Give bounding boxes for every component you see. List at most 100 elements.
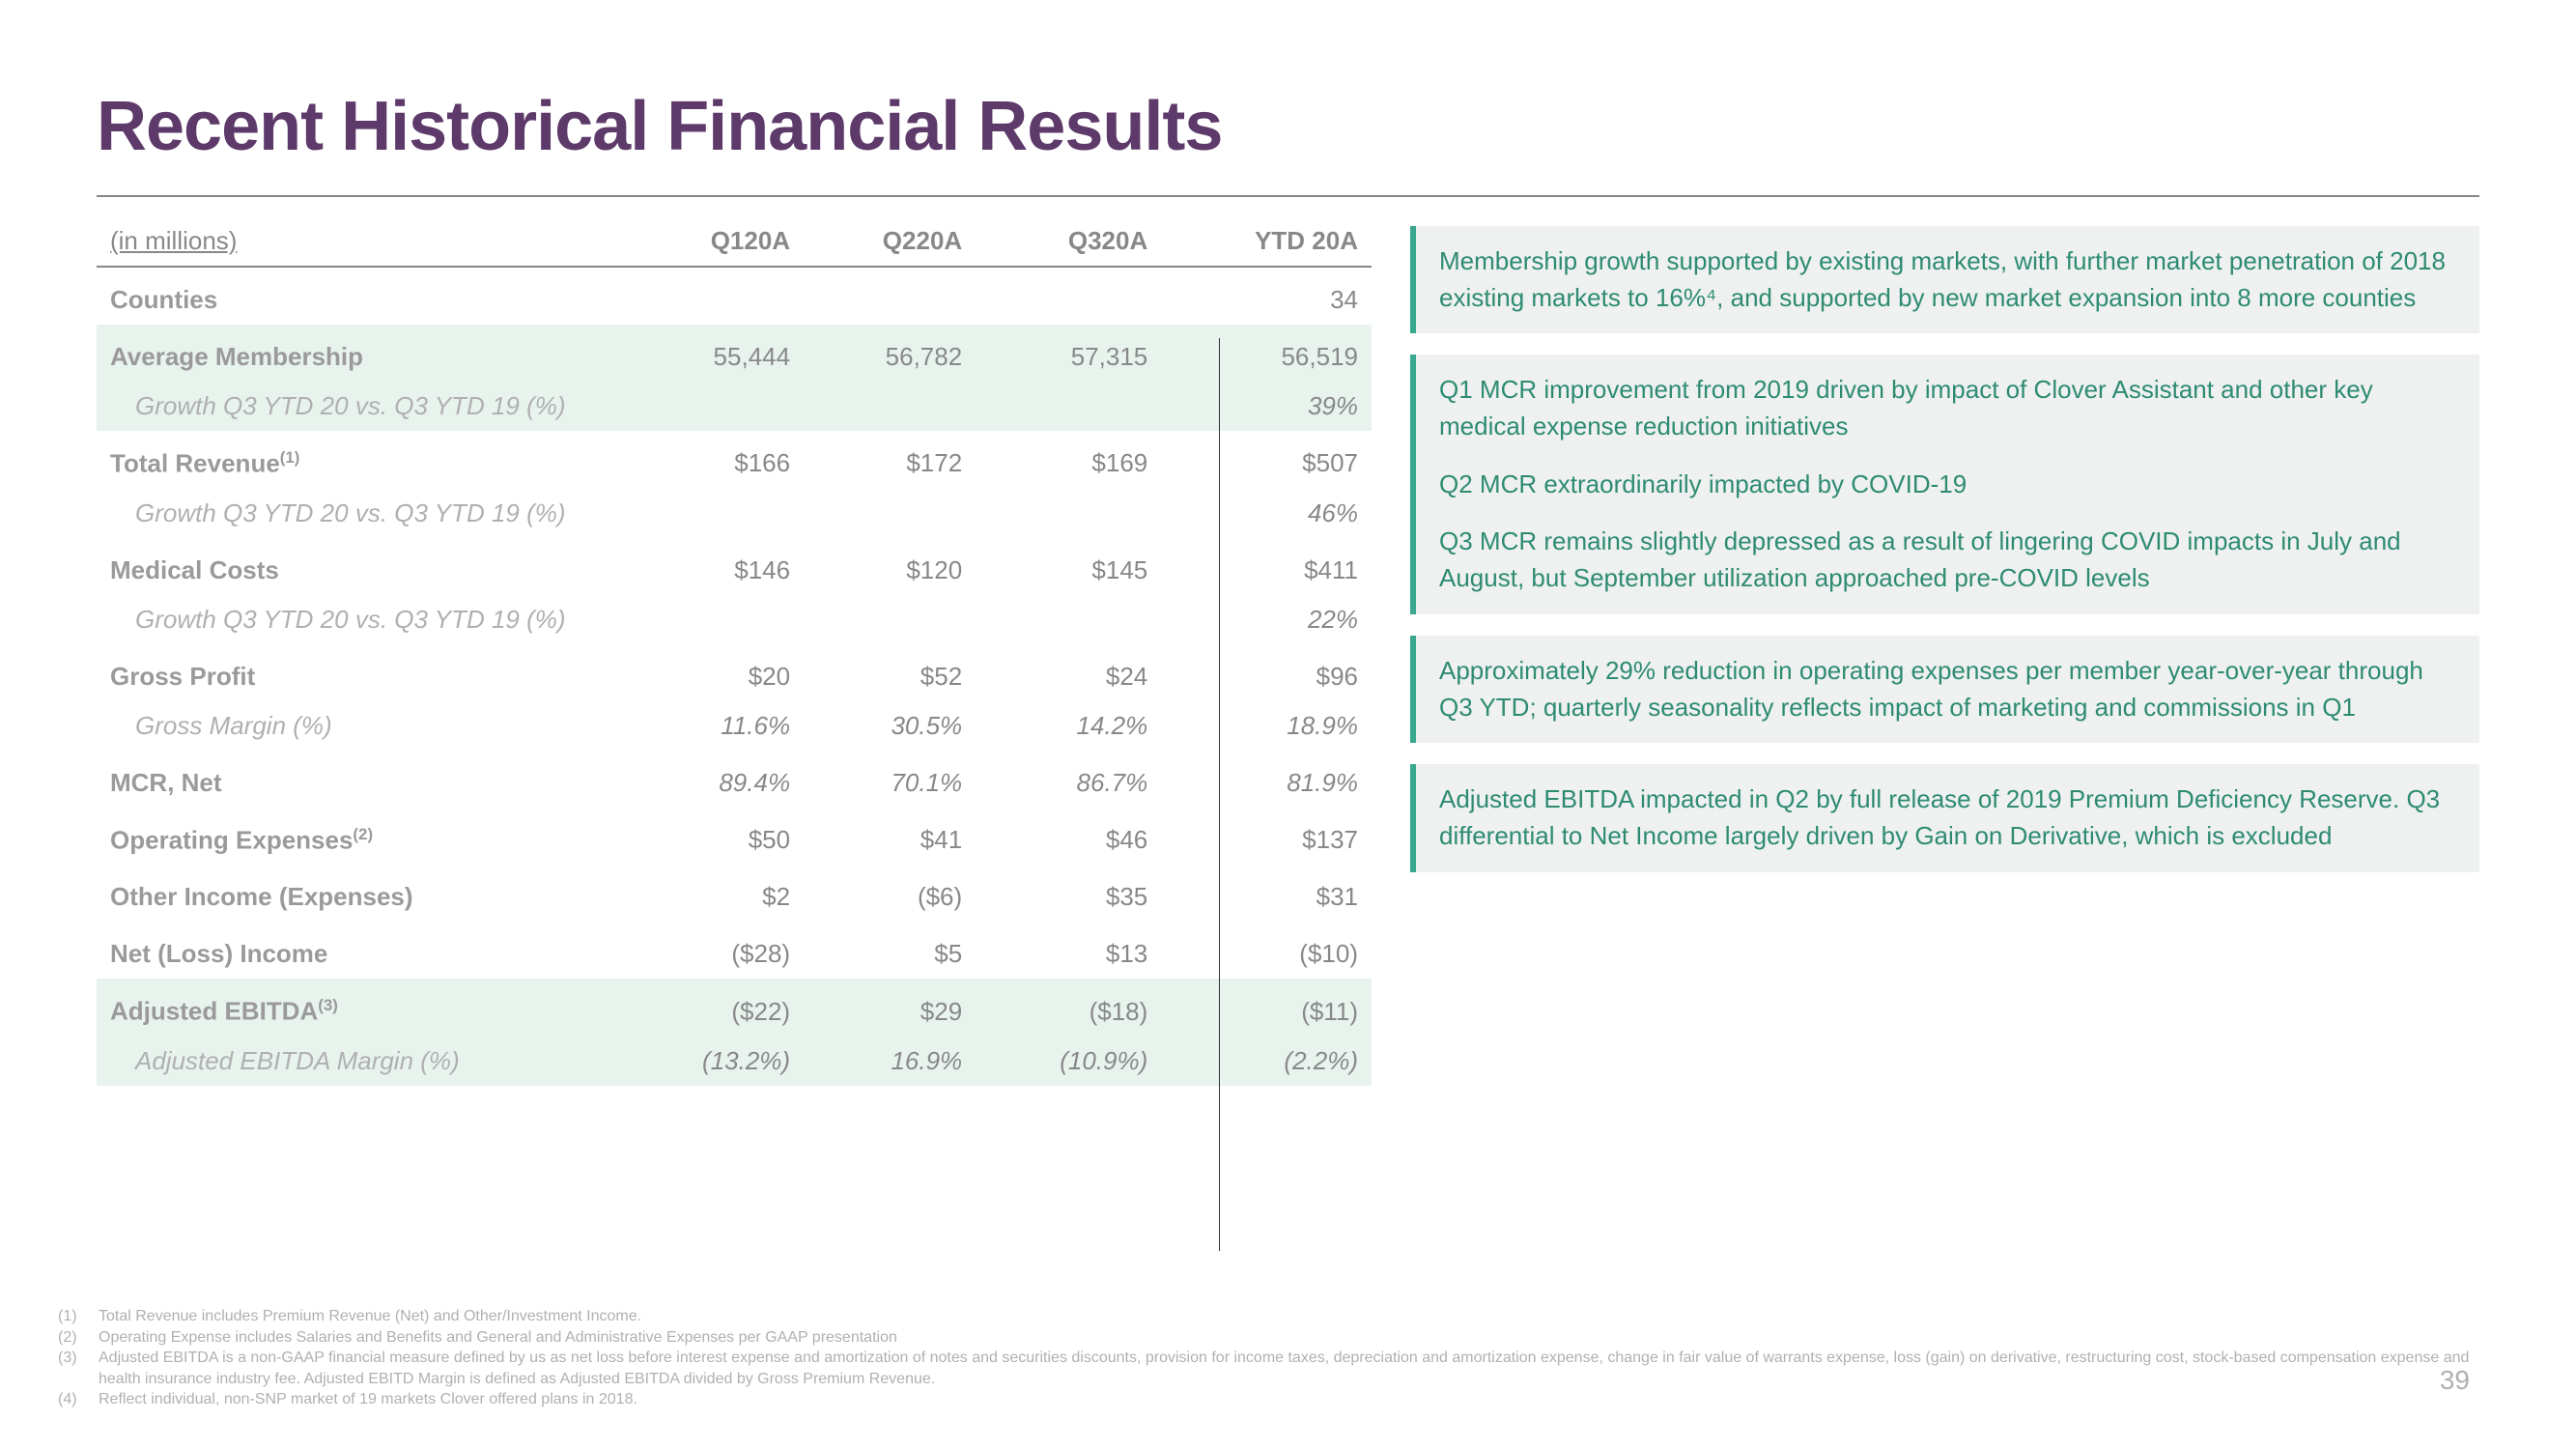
table-row: Medical Costs$146$120$145$411	[97, 538, 1372, 595]
cell: 18.9%	[1161, 701, 1372, 751]
row-label: Medical Costs	[97, 538, 618, 595]
cell: 57,315	[976, 325, 1161, 382]
cell: 86.7%	[976, 751, 1161, 808]
cell: $31	[1161, 865, 1372, 922]
cell	[976, 489, 1161, 538]
callout-paragraph: Q3 MCR remains slightly depressed as a r…	[1439, 524, 2456, 596]
cell: ($11)	[1161, 979, 1372, 1037]
cell: 34	[1161, 267, 1372, 325]
table-row: Growth Q3 YTD 20 vs. Q3 YTD 19 (%) 46%	[97, 489, 1372, 538]
cell: ($22)	[618, 979, 804, 1037]
row-label: Growth Q3 YTD 20 vs. Q3 YTD 19 (%)	[97, 489, 618, 538]
cell: ($10)	[1161, 922, 1372, 979]
row-label: Growth Q3 YTD 20 vs. Q3 YTD 19 (%)	[97, 382, 618, 431]
cell	[804, 489, 976, 538]
footnote-num: (2)	[58, 1327, 81, 1349]
footnote: (3) Adjusted EBITDA is a non-GAAP financi…	[58, 1348, 2479, 1389]
cell: 81.9%	[1161, 751, 1372, 808]
row-label: Operating Expenses(2)	[97, 808, 618, 866]
cell: $145	[976, 538, 1161, 595]
cell	[618, 382, 804, 431]
cell: $169	[976, 431, 1161, 489]
cell: 14.2%	[976, 701, 1161, 751]
col-ytd: YTD 20A	[1161, 216, 1372, 267]
page-title: Recent Historical Financial Results	[97, 87, 2479, 166]
footnotes: (1)Total Revenue includes Premium Revenu…	[58, 1306, 2479, 1410]
callout-opex: Approximately 29% reduction in operating…	[1410, 636, 2479, 743]
page-number: 39	[2440, 1365, 2470, 1396]
header-label: (in millions)	[97, 216, 618, 267]
cell	[976, 267, 1161, 325]
cell: $35	[976, 865, 1161, 922]
cell	[804, 595, 976, 644]
footnote: (1)Total Revenue includes Premium Revenu…	[58, 1306, 2479, 1327]
content-row: (in millions) Q120A Q220A Q320A YTD 20A …	[97, 216, 2479, 1086]
cell: $411	[1161, 538, 1372, 595]
col-q1: Q120A	[618, 216, 804, 267]
callout-ebitda: Adjusted EBITDA impacted in Q2 by full r…	[1410, 764, 2479, 871]
row-label: Other Income (Expenses)	[97, 865, 618, 922]
footnote-text: Reflect individual, non-SNP market of 19…	[99, 1389, 637, 1410]
table-row: Total Revenue(1)$166$172$169$507	[97, 431, 1372, 489]
callout-paragraph: Q1 MCR improvement from 2019 driven by i…	[1439, 372, 2456, 444]
col-q2: Q220A	[804, 216, 976, 267]
cell: 16.9%	[804, 1037, 976, 1086]
cell: $50	[618, 808, 804, 866]
footnote-num: (1)	[58, 1306, 81, 1327]
footnote: (4) Reflect individual, non-SNP market of…	[58, 1389, 2479, 1410]
col-q3: Q320A	[976, 216, 1161, 267]
cell: 55,444	[618, 325, 804, 382]
cell: 46%	[1161, 489, 1372, 538]
row-label: Net (Loss) Income	[97, 922, 618, 979]
callouts-panel: Membership growth supported by existing …	[1410, 216, 2479, 1086]
financial-table: (in millions) Q120A Q220A Q320A YTD 20A …	[97, 216, 1372, 1086]
footnote-num: (4)	[58, 1389, 81, 1410]
table-row: MCR, Net89.4%70.1%86.7%81.9%	[97, 751, 1372, 808]
table-header-row: (in millions) Q120A Q220A Q320A YTD 20A	[97, 216, 1372, 267]
cell: 56,782	[804, 325, 976, 382]
cell: 11.6%	[618, 701, 804, 751]
cell: $146	[618, 538, 804, 595]
callout-membership: Membership growth supported by existing …	[1410, 226, 2479, 333]
footnote-text: Adjusted EBITDA is a non-GAAP financial …	[99, 1348, 2479, 1389]
cell: 30.5%	[804, 701, 976, 751]
cell: 89.4%	[618, 751, 804, 808]
cell: $172	[804, 431, 976, 489]
row-label: MCR, Net	[97, 751, 618, 808]
table-row: Net (Loss) Income($28)$5$13($10)	[97, 922, 1372, 979]
cell: ($28)	[618, 922, 804, 979]
callout-mcr: Q1 MCR improvement from 2019 driven by i…	[1410, 355, 2479, 613]
table-row: Adjusted EBITDA(3)($22)$29($18)($11)	[97, 979, 1372, 1037]
title-divider	[97, 195, 2479, 197]
cell: (10.9%)	[976, 1037, 1161, 1086]
row-label: Average Membership	[97, 325, 618, 382]
cell: ($18)	[976, 979, 1161, 1037]
cell	[976, 595, 1161, 644]
cell	[618, 595, 804, 644]
cell: $29	[804, 979, 976, 1037]
cell: ($6)	[804, 865, 976, 922]
cell: $166	[618, 431, 804, 489]
footnote-num: (3)	[58, 1348, 81, 1389]
table-row: Adjusted EBITDA Margin (%)(13.2%)16.9%(1…	[97, 1037, 1372, 1086]
row-label: Adjusted EBITDA Margin (%)	[97, 1037, 618, 1086]
cell: 22%	[1161, 595, 1372, 644]
row-label: Counties	[97, 267, 618, 325]
cell	[618, 267, 804, 325]
cell: $52	[804, 644, 976, 701]
cell	[618, 489, 804, 538]
cell: $46	[976, 808, 1161, 866]
cell: $13	[976, 922, 1161, 979]
cell	[976, 382, 1161, 431]
row-label: Gross Profit	[97, 644, 618, 701]
callout-paragraph: Q2 MCR extraordinarily impacted by COVID…	[1439, 467, 2456, 503]
cell: $96	[1161, 644, 1372, 701]
row-label: Gross Margin (%)	[97, 701, 618, 751]
table-row: Counties 34	[97, 267, 1372, 325]
cell: 70.1%	[804, 751, 976, 808]
footnote-text: Operating Expense includes Salaries and …	[99, 1327, 897, 1349]
cell	[804, 382, 976, 431]
row-label: Adjusted EBITDA(3)	[97, 979, 618, 1037]
cell: $137	[1161, 808, 1372, 866]
footnote: (2) Operating Expense includes Salaries a…	[58, 1327, 2479, 1349]
